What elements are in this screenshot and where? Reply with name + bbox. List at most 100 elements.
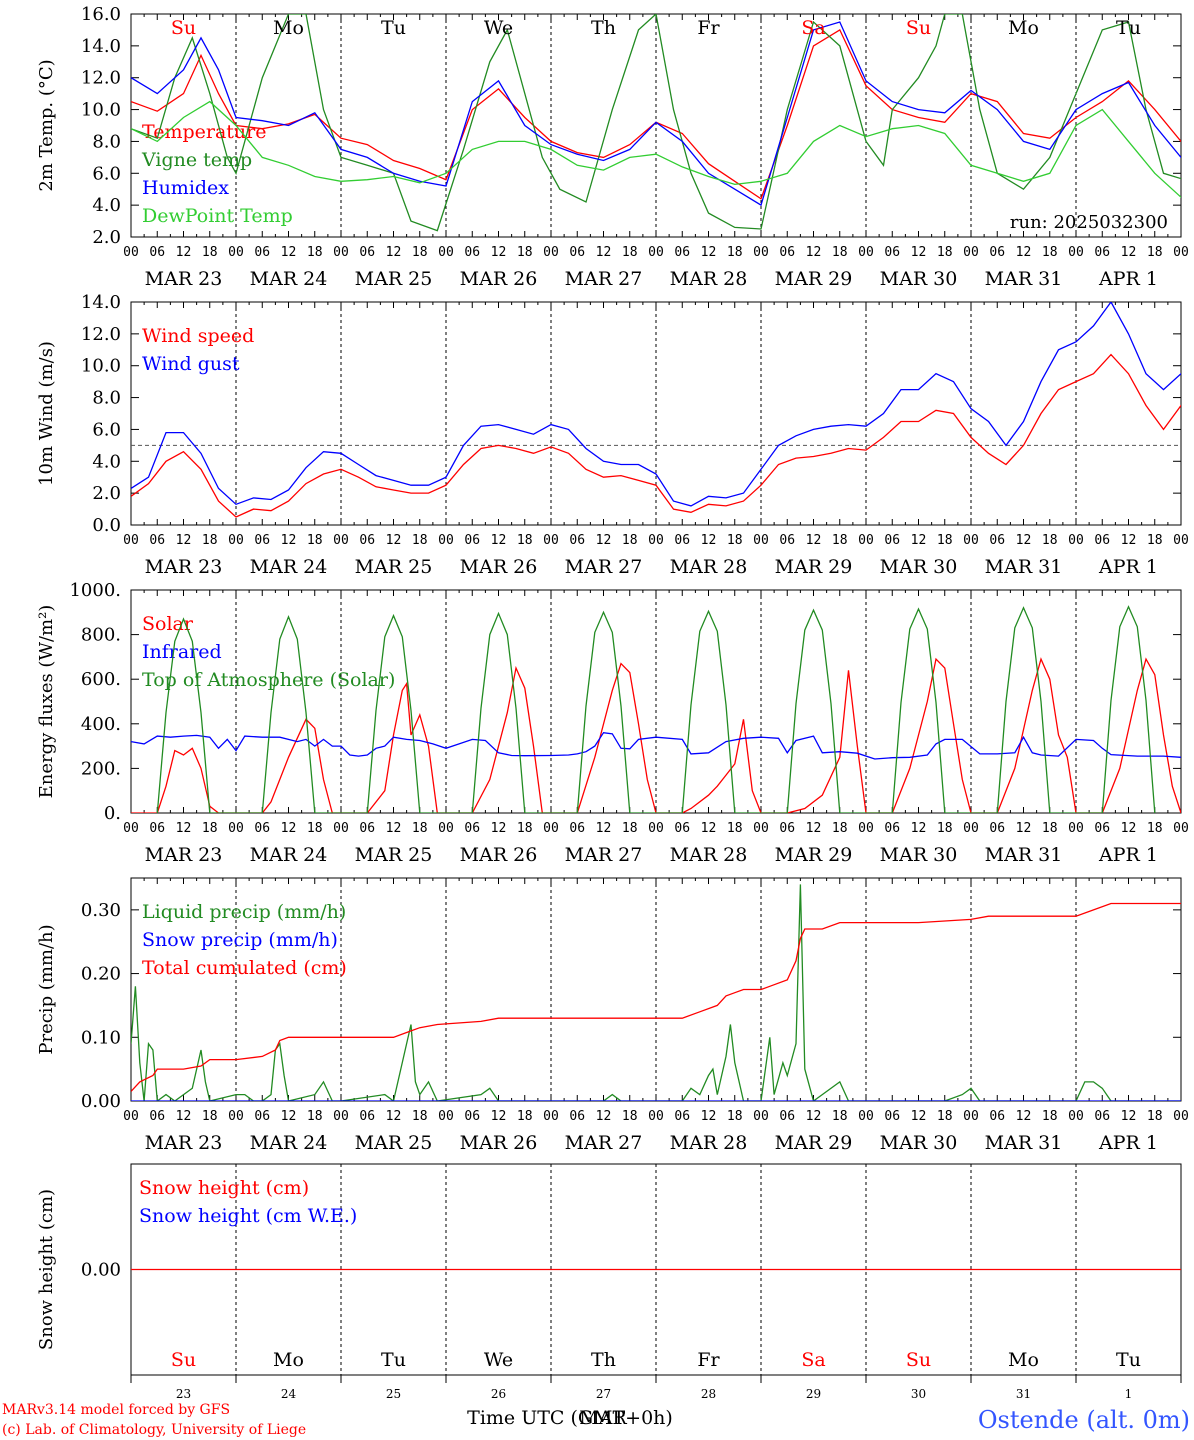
hour-tick-label: 06 xyxy=(149,821,165,836)
hour-tick-label: 12 xyxy=(281,1109,297,1124)
hour-tick-label: 12 xyxy=(806,245,822,260)
hour-tick-label: 00 xyxy=(123,1109,139,1124)
hour-tick-label: 18 xyxy=(1042,245,1058,260)
hour-tick-label: 06 xyxy=(989,245,1005,260)
hour-tick-label: 00 xyxy=(543,821,559,836)
hour-tick-label: 12 xyxy=(596,821,612,836)
hour-tick-label: 00 xyxy=(963,821,979,836)
date-label: MAR 23 xyxy=(145,1132,223,1154)
y-tick-label: 10.0 xyxy=(81,356,121,377)
weekday-label: Tu xyxy=(381,1349,406,1371)
y-tick-label: 1000. xyxy=(69,580,121,601)
hour-tick-label: 00 xyxy=(1068,245,1084,260)
weekday-label: Mo xyxy=(1008,1349,1039,1371)
hour-tick-label: 00 xyxy=(753,821,769,836)
weekday-label: We xyxy=(484,17,513,39)
weekday-label: Fr xyxy=(697,17,720,39)
hour-tick-label: 18 xyxy=(1147,533,1163,548)
credit-line-1: MARv3.14 model forced by GFS xyxy=(2,1402,230,1418)
hour-tick-label: 06 xyxy=(779,533,795,548)
hour-tick-label: 18 xyxy=(622,1109,638,1124)
legend-entry: Infrared xyxy=(142,641,222,663)
hour-tick-label: 18 xyxy=(412,533,428,548)
series-line-infrared xyxy=(131,732,1181,760)
hour-tick-label: 06 xyxy=(989,1109,1005,1124)
hour-tick-label: 06 xyxy=(569,245,585,260)
y-tick-label: 12.0 xyxy=(81,68,121,89)
y-tick-label: 8.0 xyxy=(92,388,121,409)
day-number-label: 28 xyxy=(701,1387,716,1401)
hour-tick-label: 12 xyxy=(176,533,192,548)
hour-tick-label: 00 xyxy=(228,533,244,548)
hour-tick-label: 06 xyxy=(884,821,900,836)
hour-tick-label: 12 xyxy=(701,533,717,548)
hour-tick-label: 12 xyxy=(1016,821,1032,836)
date-label: APR 1 xyxy=(1098,556,1158,578)
weekday-label: Su xyxy=(171,17,196,39)
y-axis-label: 2m Temp. (°C) xyxy=(36,59,57,191)
y-tick-label: 16.0 xyxy=(81,4,121,25)
panel-2: 0.0 2.0 4.0 6.0 8.0 10.0 12.0 14.0 10m Wind (m/s… xyxy=(36,292,1189,578)
day-number-label: 30 xyxy=(911,1387,926,1401)
legend-entry: Wind speed xyxy=(142,325,254,347)
hour-tick-label: 00 xyxy=(1173,533,1189,548)
y-axis-label: Snow height (cm) xyxy=(36,1189,57,1350)
hour-tick-label: 12 xyxy=(386,533,402,548)
hour-tick-label: 06 xyxy=(464,821,480,836)
date-label: MAR 28 xyxy=(670,268,748,290)
hour-tick-label: 00 xyxy=(858,533,874,548)
hour-tick-label: 12 xyxy=(1121,1109,1137,1124)
y-tick-label: 0.0 xyxy=(92,515,121,536)
hour-tick-label: 18 xyxy=(937,533,953,548)
date-label: MAR 30 xyxy=(880,268,958,290)
hour-tick-label: 06 xyxy=(254,821,270,836)
hour-tick-label: 00 xyxy=(333,821,349,836)
y-tick-label: 12.0 xyxy=(81,324,121,345)
hour-tick-label: 12 xyxy=(596,245,612,260)
hour-tick-label: 06 xyxy=(359,821,375,836)
legend-entry: Snow height (cm) xyxy=(139,1177,309,1199)
hour-tick-label: 00 xyxy=(858,1109,874,1124)
date-label: MAR 25 xyxy=(355,268,433,290)
hour-tick-label: 18 xyxy=(307,1109,323,1124)
hour-tick-label: 12 xyxy=(281,821,297,836)
hour-tick-label: 12 xyxy=(911,533,927,548)
day-number-label: 23 xyxy=(176,1387,191,1401)
hour-tick-label: 00 xyxy=(543,533,559,548)
hour-tick-label: 18 xyxy=(622,245,638,260)
hour-tick-label: 12 xyxy=(806,1109,822,1124)
date-label: MAR 28 xyxy=(670,556,748,578)
hour-tick-label: 06 xyxy=(779,245,795,260)
hour-tick-label: 18 xyxy=(1042,533,1058,548)
hour-tick-label: 18 xyxy=(1042,1109,1058,1124)
date-label: MAR 25 xyxy=(355,844,433,866)
legend-entry: Humidex xyxy=(142,177,229,199)
hour-tick-label: 00 xyxy=(963,245,979,260)
x-axis-label-overlap: MAR xyxy=(579,1407,627,1429)
y-tick-label: 800. xyxy=(81,625,121,646)
y-axis-label: 10m Wind (m/s) xyxy=(36,341,57,486)
hour-tick-label: 06 xyxy=(149,533,165,548)
hour-tick-label: 00 xyxy=(963,1109,979,1124)
hour-tick-label: 00 xyxy=(333,1109,349,1124)
hour-tick-label: 00 xyxy=(438,533,454,548)
x-axis-label: Time UTC (GMT+0h) xyxy=(467,1407,673,1429)
series-line-humidex xyxy=(131,21,1181,207)
panel-4: 0.00 0.10 0.20 0.30 Precip (mm/h) Liquid prec… xyxy=(36,877,1189,1154)
panel-3: 0. 200. 400. 600. 800. 1000. Energy fluxes (W/… xyxy=(36,580,1189,866)
hour-tick-label: 00 xyxy=(333,245,349,260)
series-line-top-of-atmosphere-solar- xyxy=(156,605,1156,813)
hour-tick-label: 12 xyxy=(491,1109,507,1124)
hour-tick-label: 12 xyxy=(491,821,507,836)
date-label: MAR 29 xyxy=(775,844,853,866)
date-label: MAR 27 xyxy=(565,556,643,578)
hour-tick-label: 06 xyxy=(989,533,1005,548)
day-number-label: 1 xyxy=(1125,1387,1133,1401)
hour-tick-label: 06 xyxy=(464,1109,480,1124)
weekday-label: Fr xyxy=(697,1349,720,1371)
hour-tick-label: 12 xyxy=(491,245,507,260)
date-label: MAR 27 xyxy=(565,844,643,866)
legend-entry: DewPoint Temp xyxy=(142,205,293,227)
hour-tick-label: 18 xyxy=(307,821,323,836)
date-label: MAR 29 xyxy=(775,556,853,578)
